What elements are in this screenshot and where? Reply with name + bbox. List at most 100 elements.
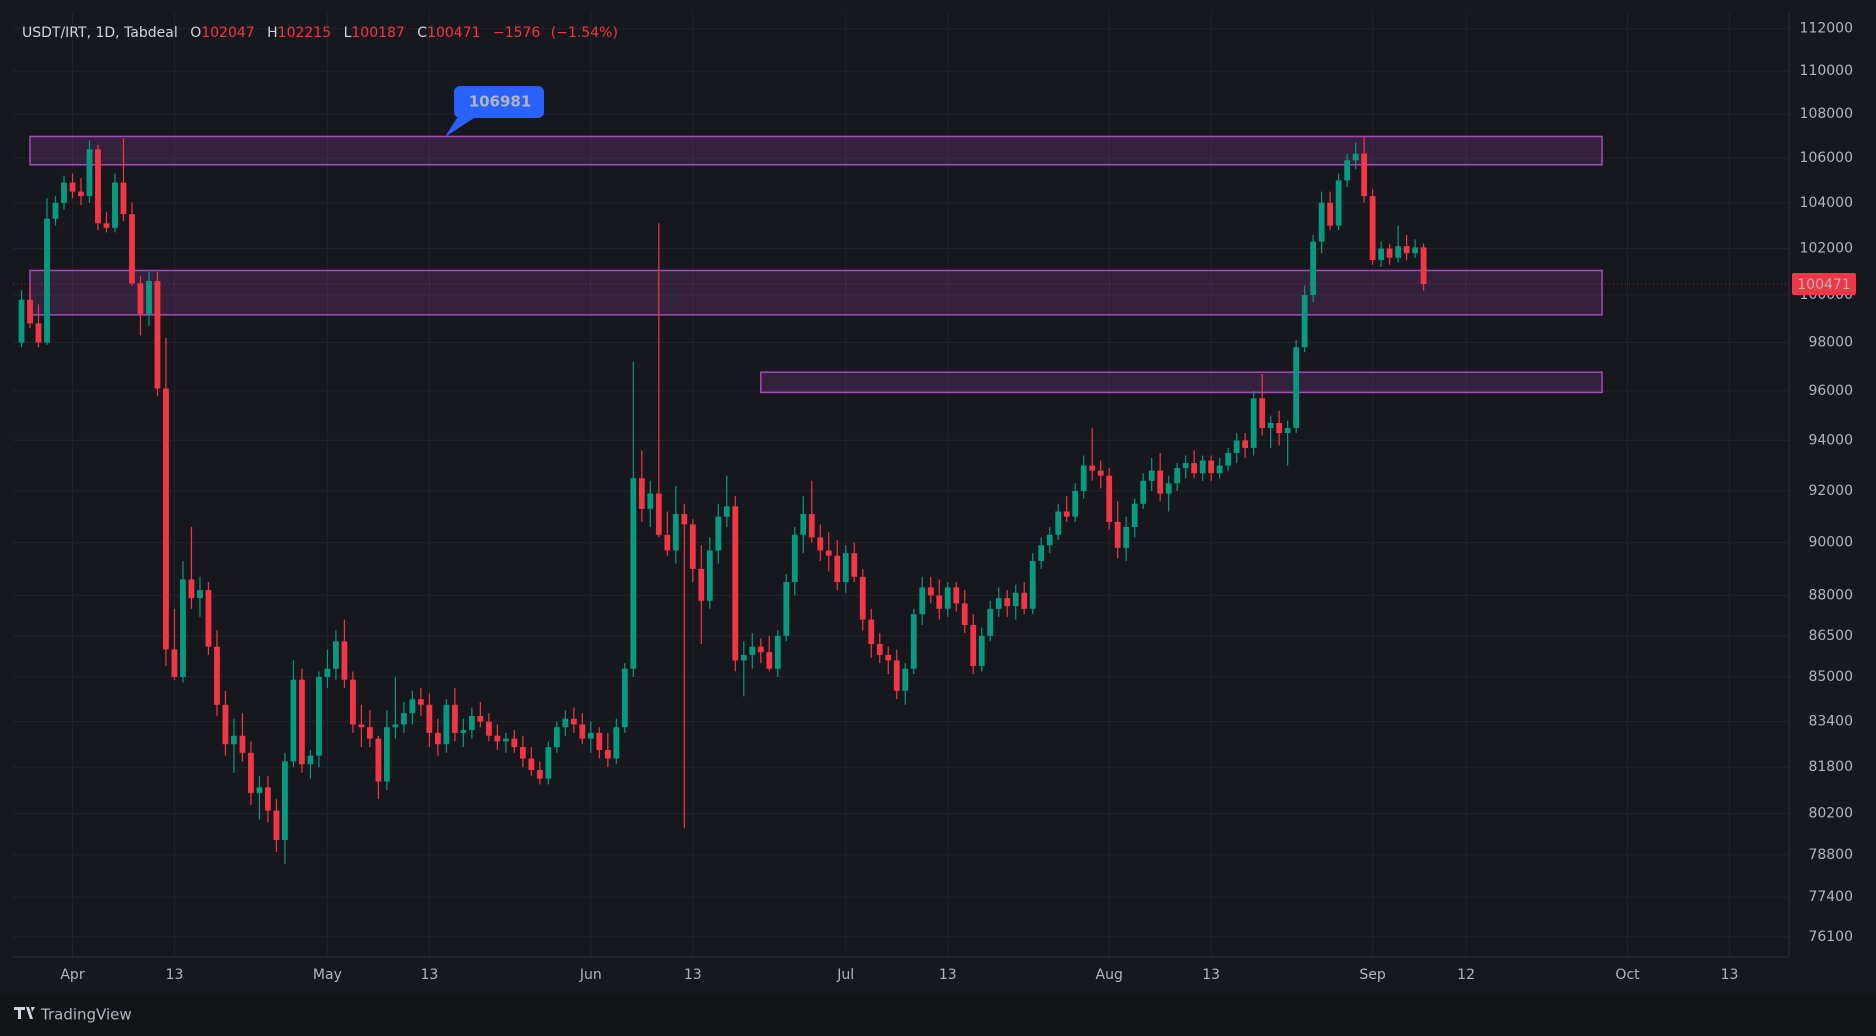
candle-body bbox=[910, 614, 917, 669]
candle-body bbox=[1123, 527, 1130, 548]
candle-body bbox=[927, 587, 934, 596]
candle-body bbox=[817, 537, 824, 551]
candle-body bbox=[358, 724, 365, 728]
candle-body bbox=[604, 749, 611, 759]
y-tick-label: 112000 bbox=[1800, 21, 1853, 37]
candle-body bbox=[689, 524, 696, 569]
zone bbox=[29, 269, 1603, 316]
last-price-label: 100471 bbox=[1797, 277, 1850, 293]
candle-body bbox=[485, 721, 492, 736]
candle-body bbox=[1199, 460, 1206, 474]
y-tick-label: 81800 bbox=[1808, 759, 1853, 775]
candle-body bbox=[528, 758, 535, 770]
candle-body bbox=[400, 713, 407, 725]
footer-bar bbox=[0, 993, 1876, 1036]
candle-body bbox=[112, 182, 118, 228]
candle-body bbox=[1301, 295, 1308, 348]
candle-body bbox=[808, 514, 815, 538]
candle-body bbox=[494, 735, 501, 742]
candle-body bbox=[18, 299, 25, 343]
y-tick-label: 94000 bbox=[1808, 432, 1853, 448]
candle-body bbox=[1361, 153, 1368, 197]
candle-body bbox=[1420, 247, 1427, 284]
candle-body bbox=[290, 679, 297, 762]
y-tick-label: 98000 bbox=[1808, 335, 1853, 351]
candle-body bbox=[579, 724, 586, 739]
candle-body bbox=[239, 735, 246, 753]
candle-body bbox=[987, 608, 994, 636]
low-value: 100187 bbox=[351, 25, 404, 41]
legend-line: USDT/IRT, 1D, Tabdeal O102047 H102215 L1… bbox=[22, 25, 618, 41]
y-tick-label: 92000 bbox=[1808, 483, 1853, 499]
candle-body bbox=[120, 182, 127, 215]
candle-body bbox=[1046, 534, 1053, 546]
candle-body bbox=[596, 732, 603, 750]
candle-body bbox=[1097, 470, 1104, 476]
candle-body bbox=[902, 668, 909, 691]
candle-body bbox=[1352, 153, 1359, 161]
candle-body bbox=[214, 646, 220, 705]
candle-body bbox=[392, 724, 399, 728]
candle-body bbox=[273, 810, 280, 841]
candle-body bbox=[86, 149, 93, 197]
candle-body bbox=[647, 493, 654, 509]
y-tick-label: 76100 bbox=[1808, 929, 1853, 945]
candle-body bbox=[61, 182, 67, 203]
zones bbox=[29, 135, 1603, 394]
candle-body bbox=[265, 787, 271, 811]
candle-body bbox=[502, 738, 509, 742]
candle-body bbox=[1344, 160, 1351, 181]
candle-body bbox=[757, 646, 764, 653]
candle-body bbox=[1080, 465, 1087, 491]
low-label: L bbox=[344, 25, 352, 41]
y-tick-label: 85000 bbox=[1808, 669, 1853, 685]
candle-body bbox=[52, 202, 59, 219]
candle-body bbox=[1182, 463, 1189, 469]
candle-body bbox=[562, 718, 569, 728]
candle-body bbox=[553, 727, 560, 748]
candle-body bbox=[859, 576, 866, 620]
x-tick-label: 13 bbox=[1721, 967, 1739, 983]
candle-body bbox=[970, 624, 977, 666]
candle-body bbox=[103, 223, 110, 228]
candle-body bbox=[426, 704, 433, 733]
candle-body bbox=[774, 635, 781, 669]
x-tick-label: 13 bbox=[939, 967, 957, 983]
candle-body bbox=[1021, 592, 1028, 609]
candle-body bbox=[1412, 247, 1419, 254]
x-tick-label: Jun bbox=[579, 967, 602, 983]
y-tick-label: 77400 bbox=[1808, 889, 1853, 905]
candle-body bbox=[129, 214, 135, 284]
candle-body bbox=[1012, 592, 1019, 607]
candle-body bbox=[1106, 475, 1113, 522]
candle-body bbox=[842, 553, 849, 583]
candle-body bbox=[868, 619, 875, 644]
candle-body bbox=[655, 493, 662, 535]
candle-body bbox=[248, 752, 254, 794]
candle-body bbox=[1250, 398, 1257, 448]
y-tick-label: 80200 bbox=[1808, 806, 1853, 822]
zone bbox=[760, 371, 1603, 394]
candle-body bbox=[995, 598, 1002, 609]
high-value: 102215 bbox=[278, 25, 331, 41]
candle-body bbox=[1140, 480, 1147, 504]
candle-body bbox=[163, 388, 169, 650]
candle-body bbox=[732, 506, 739, 661]
candle-body bbox=[1225, 452, 1232, 466]
candle-body bbox=[851, 553, 858, 577]
candle-body bbox=[1242, 440, 1249, 448]
x-tick-label: 13 bbox=[684, 967, 702, 983]
candle-body bbox=[231, 735, 237, 745]
candle-body bbox=[307, 755, 314, 765]
last-price-tag bbox=[1792, 272, 1856, 295]
candle-body bbox=[876, 643, 883, 655]
candle-body bbox=[545, 747, 552, 779]
y-tick-label: 78800 bbox=[1808, 847, 1853, 863]
axes: 1120001100001080001060001040001020001000… bbox=[60, 21, 1856, 983]
candle-body bbox=[1157, 470, 1164, 494]
y-tick-label: 108000 bbox=[1800, 106, 1853, 122]
candle-body bbox=[800, 514, 807, 535]
candle-body bbox=[366, 727, 373, 739]
candle-body bbox=[1378, 248, 1385, 261]
candle-body bbox=[1114, 521, 1121, 548]
